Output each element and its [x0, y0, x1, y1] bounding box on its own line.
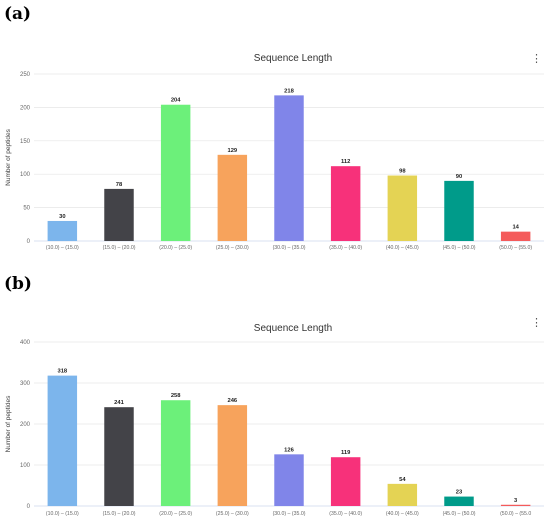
- bar: [160, 104, 191, 241]
- y-tick-label: 0: [27, 504, 31, 510]
- y-axis-label: Number of peptides: [5, 128, 12, 185]
- vertical-ellipsis-icon[interactable]: ⋮: [531, 317, 542, 329]
- y-tick-label: 300: [20, 381, 31, 387]
- x-tick-label: (35.0) – (40.0): [329, 245, 362, 251]
- y-tick-label: 400: [20, 340, 31, 346]
- bar: [104, 188, 134, 241]
- x-tick-label: (40.0) – (45.0): [386, 245, 419, 251]
- x-tick-label: (30.0) – (35.0): [273, 245, 306, 251]
- bar: [47, 220, 78, 241]
- y-tick-label: 200: [20, 105, 31, 111]
- vertical-ellipsis-icon[interactable]: ⋮: [531, 53, 542, 65]
- x-tick-label: (15.0) – (20.0): [103, 245, 136, 251]
- data-label: 119: [341, 450, 351, 456]
- data-label: 54: [399, 477, 406, 483]
- bar: [500, 504, 531, 506]
- data-label: 98: [399, 169, 406, 175]
- data-label: 90: [456, 174, 462, 180]
- bar: [330, 457, 361, 506]
- data-label: 218: [284, 88, 294, 94]
- y-axis-label: Number of peptides: [5, 395, 12, 452]
- bar: [47, 375, 78, 506]
- data-label: 241: [114, 400, 124, 406]
- x-tick-label: (40.0) – (45.0): [386, 511, 419, 517]
- data-label: 126: [284, 447, 294, 453]
- bar: [274, 95, 304, 241]
- bar: [217, 405, 248, 506]
- x-tick-label: (20.0) – (25.0): [159, 511, 192, 517]
- chart-title: Sequence Length: [254, 323, 332, 334]
- bar: [387, 483, 418, 506]
- chart-panel-b: (b) ⋮ Sequence Length 0 100 200 300 400 Number…: [0, 270, 550, 529]
- x-tick-label: (45.0) – (50.0): [443, 511, 476, 517]
- data-label: 204: [171, 98, 181, 104]
- bar: [444, 496, 474, 506]
- data-label: 246: [227, 398, 237, 404]
- x-tick-label: (50.0) – (55.0): [499, 245, 532, 251]
- data-label: 14: [512, 225, 519, 231]
- bar: [330, 166, 361, 241]
- data-label: 30: [59, 214, 65, 220]
- panel-label: (a): [4, 4, 32, 24]
- y-tick-label: 50: [23, 206, 30, 212]
- x-tick-label: (20.0) – (25.0): [159, 245, 192, 251]
- x-tick-label: (10.0) – (15.0): [46, 511, 79, 517]
- x-tick-label: (15.0) – (20.0): [103, 511, 136, 517]
- x-tick-label: (50.0) – (55.0: [500, 511, 531, 517]
- x-tick-label: (10.0) – (15.0): [46, 245, 79, 251]
- data-label: 129: [227, 148, 237, 154]
- bar: [217, 154, 248, 241]
- y-tick-label: 100: [20, 463, 31, 469]
- data-label: 78: [116, 182, 123, 188]
- y-tick-label: 200: [20, 422, 31, 428]
- data-label: 112: [341, 159, 350, 165]
- bar: [274, 454, 304, 506]
- panel-label: (b): [4, 274, 32, 294]
- bar: [500, 231, 531, 241]
- chart-panel-a: (a) ⋮ Sequence Length 0 50 100 150 200 250 Numb…: [0, 0, 550, 262]
- y-tick-label: 150: [20, 139, 31, 145]
- bar: [160, 400, 191, 506]
- y-tick-label: 250: [20, 72, 31, 78]
- x-tick-label: (30.0) – (35.0): [273, 511, 306, 517]
- x-tick-label: (25.0) – (30.0): [216, 245, 249, 251]
- bar: [387, 175, 418, 241]
- data-label: 23: [456, 490, 463, 496]
- x-tick-label: (35.0) – (40.0): [329, 511, 362, 517]
- y-tick-label: 100: [20, 172, 31, 178]
- bar-chart: Sequence Length 0 50 100 150 200 250 Number of …: [5, 53, 544, 251]
- chart-title: Sequence Length: [254, 53, 332, 64]
- data-label: 3: [514, 498, 518, 504]
- x-tick-label: (25.0) – (30.0): [216, 511, 249, 517]
- bar-chart: Sequence Length 0 100 200 300 400 Number of pe…: [5, 323, 544, 517]
- bar: [104, 407, 134, 506]
- bar: [444, 180, 474, 241]
- x-tick-label: (45.0) – (50.0): [443, 245, 476, 251]
- data-label: 318: [57, 369, 67, 375]
- data-label: 258: [171, 393, 181, 399]
- y-tick-label: 0: [27, 239, 31, 245]
